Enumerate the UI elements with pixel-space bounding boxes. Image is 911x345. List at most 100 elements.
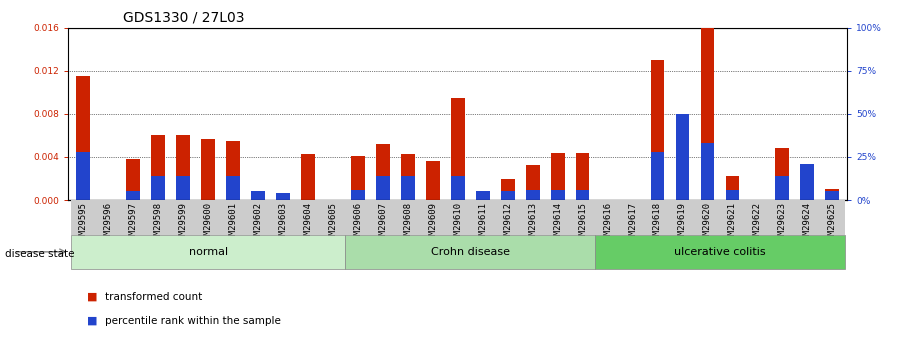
Bar xyxy=(451,176,465,200)
Bar xyxy=(121,200,146,235)
Bar xyxy=(351,190,364,200)
Bar xyxy=(276,193,290,200)
Bar xyxy=(476,191,489,200)
Text: GSM29605: GSM29605 xyxy=(329,202,337,245)
Text: ulcerative colitis: ulcerative colitis xyxy=(674,247,766,257)
Bar xyxy=(526,190,539,200)
Bar xyxy=(576,152,589,200)
Bar xyxy=(501,191,515,200)
Text: GSM29613: GSM29613 xyxy=(528,202,537,245)
Text: ■: ■ xyxy=(87,316,97,326)
Bar xyxy=(401,176,415,200)
Bar xyxy=(551,190,565,200)
Bar xyxy=(595,200,620,235)
Bar xyxy=(196,200,220,235)
Text: GSM29600: GSM29600 xyxy=(204,202,212,245)
Bar xyxy=(177,136,190,200)
Bar xyxy=(220,200,246,235)
Bar xyxy=(701,143,714,200)
Bar xyxy=(376,144,390,200)
Bar xyxy=(570,200,595,235)
Bar xyxy=(496,200,520,235)
Text: normal: normal xyxy=(189,247,228,257)
Bar xyxy=(725,176,739,200)
Text: GSM29607: GSM29607 xyxy=(378,202,387,245)
Bar xyxy=(545,200,570,235)
Bar xyxy=(676,114,690,200)
Bar xyxy=(345,235,595,269)
Bar xyxy=(650,60,664,200)
Bar xyxy=(745,200,770,235)
Bar xyxy=(276,194,290,200)
Bar xyxy=(551,152,565,200)
Bar xyxy=(775,176,789,200)
Bar xyxy=(201,139,215,200)
Text: GSM29595: GSM29595 xyxy=(79,202,87,245)
Text: GSM29617: GSM29617 xyxy=(628,202,637,245)
Text: GSM29624: GSM29624 xyxy=(803,202,812,245)
Bar xyxy=(151,136,165,200)
Bar xyxy=(426,161,440,200)
Text: GSM29623: GSM29623 xyxy=(778,202,787,245)
Text: GSM29614: GSM29614 xyxy=(553,202,562,245)
Text: GSM29606: GSM29606 xyxy=(353,202,363,245)
Bar xyxy=(302,154,315,200)
Text: GSM29603: GSM29603 xyxy=(279,202,288,245)
Bar xyxy=(395,200,420,235)
Text: GSM29596: GSM29596 xyxy=(104,202,113,245)
Bar xyxy=(251,191,265,200)
Text: GSM29604: GSM29604 xyxy=(303,202,312,245)
Bar xyxy=(246,200,271,235)
Bar xyxy=(376,176,390,200)
Bar xyxy=(595,235,844,269)
Bar xyxy=(151,176,165,200)
Bar xyxy=(71,200,96,235)
Text: GSM29598: GSM29598 xyxy=(154,202,163,245)
Bar xyxy=(820,200,844,235)
Bar xyxy=(701,28,714,200)
Text: GSM29622: GSM29622 xyxy=(752,202,762,245)
Bar xyxy=(271,200,295,235)
Bar xyxy=(725,190,739,200)
Bar xyxy=(520,200,545,235)
Text: GSM29608: GSM29608 xyxy=(404,202,413,245)
Bar xyxy=(720,200,745,235)
Bar xyxy=(676,115,690,200)
Text: GSM29619: GSM29619 xyxy=(678,202,687,245)
Bar xyxy=(127,191,140,200)
Bar xyxy=(801,164,814,200)
Bar xyxy=(420,200,445,235)
Text: GSM29610: GSM29610 xyxy=(454,202,462,245)
Text: GSM29599: GSM29599 xyxy=(179,202,188,245)
Text: ■: ■ xyxy=(87,292,97,302)
Bar xyxy=(96,200,121,235)
Bar xyxy=(177,176,190,200)
Bar xyxy=(775,148,789,200)
Text: transformed count: transformed count xyxy=(105,292,202,302)
Bar xyxy=(321,200,345,235)
Text: GSM29615: GSM29615 xyxy=(578,202,587,245)
Bar xyxy=(470,200,496,235)
Text: GDS1330 / 27L03: GDS1330 / 27L03 xyxy=(123,10,244,24)
Bar xyxy=(645,200,670,235)
Bar xyxy=(351,156,364,200)
Text: GSM29621: GSM29621 xyxy=(728,202,737,245)
Bar xyxy=(146,200,170,235)
Text: GSM29616: GSM29616 xyxy=(603,202,612,245)
Bar xyxy=(226,141,240,200)
Text: GSM29611: GSM29611 xyxy=(478,202,487,245)
Text: GSM29597: GSM29597 xyxy=(128,202,138,245)
Bar xyxy=(445,200,470,235)
Bar xyxy=(170,200,196,235)
Text: GSM29612: GSM29612 xyxy=(503,202,512,245)
Text: GSM29618: GSM29618 xyxy=(653,202,662,245)
Text: GSM29620: GSM29620 xyxy=(703,202,711,245)
Bar xyxy=(476,192,489,200)
Text: Crohn disease: Crohn disease xyxy=(431,247,510,257)
Bar xyxy=(576,190,589,200)
Bar xyxy=(794,200,820,235)
Bar xyxy=(295,200,321,235)
Text: GSM29601: GSM29601 xyxy=(229,202,238,245)
Text: GSM29602: GSM29602 xyxy=(253,202,262,245)
Bar xyxy=(401,154,415,200)
